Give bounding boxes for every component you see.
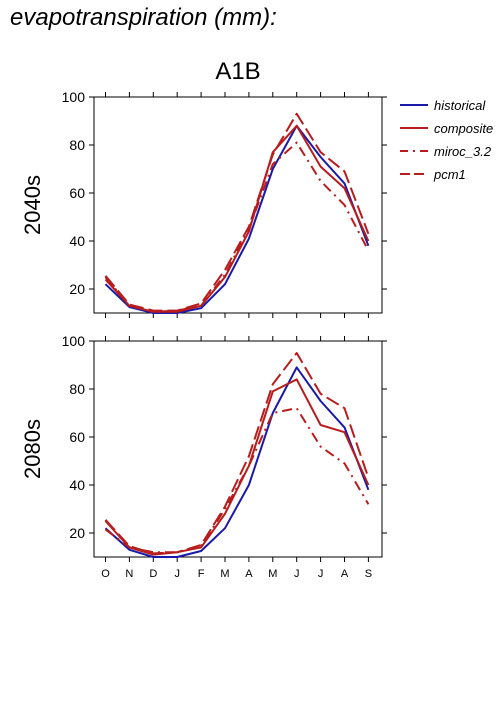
series-line-miroc-3-2: [104, 407, 370, 554]
y-tick-label: 80: [69, 381, 85, 397]
y-tick-label: 80: [69, 137, 85, 153]
y-tick-label: 20: [69, 281, 85, 297]
x-tick-label: J: [294, 568, 300, 580]
panel-0: 20 40 60 80 100 2040s: [20, 89, 387, 318]
x-tick-label: M: [268, 568, 277, 580]
series-line-historical: [104, 124, 370, 314]
page-title: evapotranspiration (mm):: [10, 4, 277, 31]
y-tick-label: 20: [69, 525, 85, 541]
series-line-composite: [104, 124, 370, 313]
panel-1: 20 40 60 80 100 2080s O N D J F M A M J J A S: [20, 333, 387, 580]
panel-label: 2040s: [20, 175, 45, 235]
x-tick-label: N: [125, 568, 133, 580]
series-line-pcm1: [104, 352, 370, 555]
panels: 20 40 60 80 100 2040s 20 40 60 80 100 2080s O N D J F M A M…: [20, 89, 387, 580]
legend: historical composite miroc_3.2 pcm1: [400, 98, 493, 182]
legend-label: composite: [434, 121, 493, 136]
x-tick-label: F: [198, 568, 205, 580]
series-line-historical: [104, 366, 370, 558]
chart-title: A1B: [215, 58, 260, 85]
legend-label: historical: [434, 98, 486, 113]
series-line-miroc-3-2: [104, 141, 370, 313]
legend-label: pcm1: [433, 167, 466, 182]
series-line-pcm1: [104, 112, 370, 312]
plot-frame: [93, 340, 383, 558]
plot-frame: [93, 96, 383, 314]
x-tick-label: A: [245, 568, 253, 580]
y-tick-label: 100: [62, 89, 86, 105]
panel-label: 2080s: [20, 419, 45, 479]
y-tick-label: 40: [69, 477, 85, 493]
x-tick-label: J: [318, 568, 324, 580]
y-tick-label: 60: [69, 185, 85, 201]
series-line-composite: [104, 378, 370, 556]
x-tick-label: J: [174, 568, 180, 580]
legend-label: miroc_3.2: [434, 144, 492, 159]
y-tick-label: 40: [69, 233, 85, 249]
x-tick-label: O: [101, 568, 110, 580]
x-tick-label: S: [365, 568, 372, 580]
x-tick-label: M: [220, 568, 229, 580]
y-tick-label: 100: [62, 333, 86, 349]
x-tick-label: D: [149, 568, 157, 580]
y-tick-label: 60: [69, 429, 85, 445]
x-tick-label: A: [341, 568, 349, 580]
